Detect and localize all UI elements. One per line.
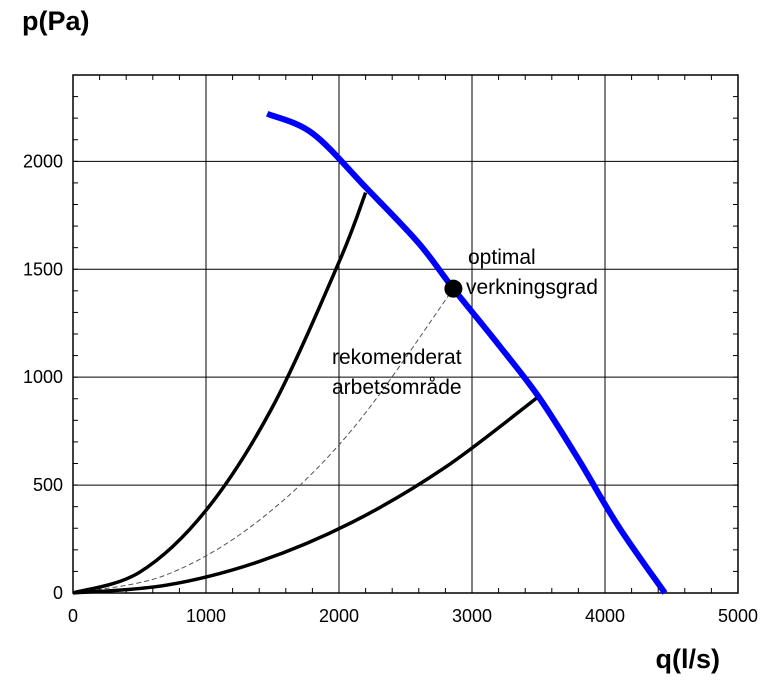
x-tick-label: 4000: [585, 606, 625, 626]
x-tick-label: 2000: [319, 606, 359, 626]
series-line-system-curve-upper: [72, 191, 368, 595]
annotation-range: rekomenderat arbetsområde: [332, 346, 467, 399]
y-axis-title: p(Pa): [22, 6, 90, 36]
annotation-optimal-line2: verkningsgrad: [466, 276, 598, 299]
series-line-fan-curve: [265, 110, 668, 595]
y-tick-label: 500: [33, 475, 63, 495]
x-tick-label: 5000: [718, 606, 758, 626]
plot-frame: [72, 74, 739, 594]
y-tick-label: 2000: [23, 151, 63, 171]
y-tick-label: 1500: [23, 259, 63, 279]
y-tick-label: 0: [53, 583, 63, 603]
curves: [72, 110, 668, 595]
annotation-optimal: optimal verkningsgrad: [466, 246, 598, 299]
annotation-range-line2: arbetsområde: [332, 376, 462, 399]
optimal-point-marker: [444, 279, 463, 298]
ticks: 0 1000 2000 3000 4000 5000 0 500 1000 1500 2000: [23, 74, 758, 626]
x-axis-title: q(l/s): [656, 644, 721, 674]
annotation-optimal-line1: optimal: [468, 246, 536, 269]
annotation-range-line1: rekomenderat: [332, 346, 462, 369]
y-tick-label: 1000: [23, 367, 63, 387]
markers: [444, 279, 463, 298]
grid: [72, 74, 739, 594]
x-tick-label: 0: [68, 606, 78, 626]
series-line-system-curve-lower: [72, 395, 540, 595]
series-line-system-curve-optimal: [72, 288, 454, 594]
x-tick-label: 3000: [452, 606, 492, 626]
x-tick-label: 1000: [186, 606, 226, 626]
